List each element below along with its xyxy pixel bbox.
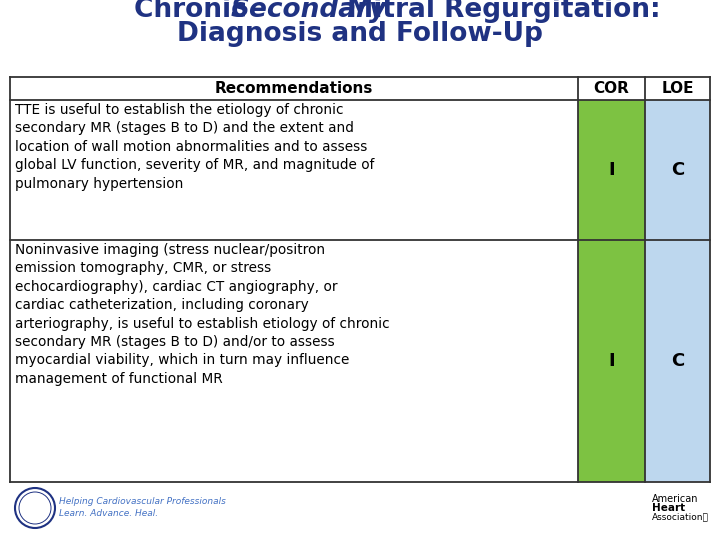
Text: Recommendations: Recommendations (215, 81, 373, 96)
Text: Heart: Heart (652, 503, 685, 513)
Text: Chronic: Chronic (134, 0, 256, 23)
Text: Mitral Regurgitation:: Mitral Regurgitation: (338, 0, 661, 23)
Text: Diagnosis and Follow-Up: Diagnosis and Follow-Up (177, 21, 543, 47)
Text: Learn. Advance. Heal.: Learn. Advance. Heal. (59, 509, 158, 517)
Bar (578, 100, 645, 240)
Text: C: C (671, 161, 684, 179)
Text: Helping Cardiovascular Professionals: Helping Cardiovascular Professionals (59, 496, 226, 505)
Text: American: American (652, 494, 698, 504)
Text: Secondary: Secondary (231, 0, 387, 23)
Text: COR: COR (593, 81, 629, 96)
Text: Noninvasive imaging (stress nuclear/positron
emission tomography, CMR, or stress: Noninvasive imaging (stress nuclear/posi… (15, 243, 390, 386)
Text: Association⸳: Association⸳ (652, 512, 709, 522)
Text: C: C (671, 352, 684, 370)
Text: I: I (608, 161, 615, 179)
Text: I: I (608, 352, 615, 370)
Bar (645, 100, 710, 240)
Text: LOE: LOE (661, 81, 694, 96)
Text: TTE is useful to establish the etiology of chronic
secondary MR (stages B to D) : TTE is useful to establish the etiology … (15, 103, 374, 191)
Bar (578, 240, 645, 482)
Bar (645, 240, 710, 482)
